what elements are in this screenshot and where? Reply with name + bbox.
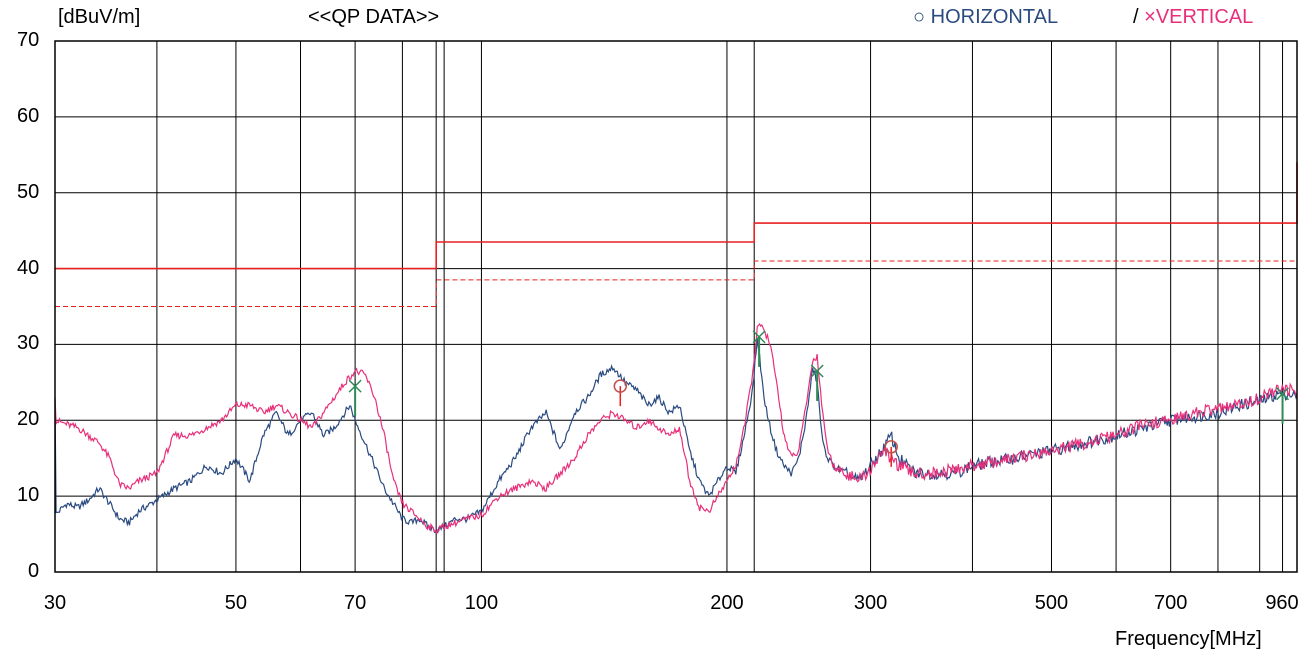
legend-vertical: / ×VERTICAL <box>1133 6 1253 29</box>
y-tick-label: 10 <box>17 484 40 507</box>
x-tick-label: 500 <box>1034 592 1069 614</box>
y-tick-label: 40 <box>17 256 40 279</box>
series-line-horizontal <box>54 338 1298 534</box>
circle-icon: ○ <box>913 6 926 28</box>
peak-marker-cross <box>1276 387 1290 401</box>
peak-markers <box>348 330 1290 467</box>
peak-marker-circle <box>884 440 898 454</box>
peak-marker-cross <box>752 330 766 344</box>
series-line-vertical <box>54 322 1298 536</box>
x-tick-label: 50 <box>224 592 248 614</box>
legend-horizontal-label: HORIZONTAL <box>930 6 1059 28</box>
peak-marker-cross <box>810 364 824 378</box>
chart-title: <<QP DATA>> <box>308 6 440 28</box>
y-axis-unit-label: [dBuV/m] <box>58 6 141 28</box>
x-tick-label: 200 <box>710 592 744 614</box>
peak-marker-circle <box>613 379 628 393</box>
y-tick-label: 60 <box>17 104 40 127</box>
y-tick-label: 70 <box>17 29 40 51</box>
y-tick-label: 30 <box>17 332 40 355</box>
x-tick-label: 300 <box>853 592 888 614</box>
y-tick-label: 20 <box>17 408 40 431</box>
legend-horizontal: ○ HORIZONTAL <box>913 6 1058 29</box>
x-axis-label: Frequency[MHz] <box>1115 628 1262 650</box>
x-tick-label: 30 <box>43 592 67 614</box>
y-tick-label: 50 <box>17 180 40 203</box>
peak-marker-cross <box>348 379 362 393</box>
legend-separator: / <box>1133 6 1139 28</box>
limit-lines <box>55 162 1298 307</box>
limit-line-limit <box>55 162 1298 270</box>
x-tick-label: 100 <box>464 592 499 614</box>
x-tick-label: 960 <box>1265 592 1299 614</box>
x-tick-label: 700 <box>1153 592 1188 614</box>
limit-line-margin <box>55 200 1298 307</box>
legend-vertical-label: VERTICAL <box>1155 6 1254 28</box>
series-lines <box>54 322 1298 536</box>
x-tick-label: 70 <box>343 592 367 614</box>
y-tick-label: 0 <box>28 560 40 582</box>
cross-icon: × <box>1144 6 1156 28</box>
plot-frame <box>54 40 1298 573</box>
